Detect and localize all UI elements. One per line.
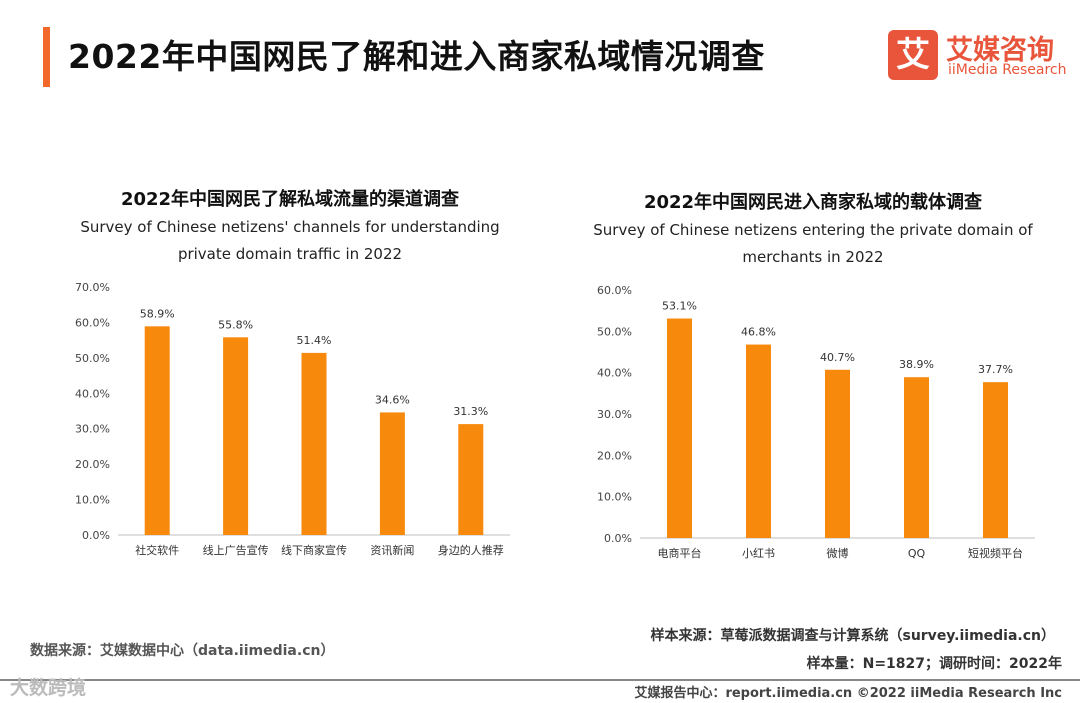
chart2-value-label: 38.9% [899, 358, 934, 371]
chart1-subtitle-line2: private domain traffic in 2022 [177, 245, 403, 263]
chart2-ytick-label: 20.0% [597, 449, 632, 462]
chart1-title: 2022年中国网民了解私域流量的渠道调查 [120, 189, 460, 210]
chart2-category-label: QQ [908, 547, 926, 560]
chart2-ytick-label: 0.0% [604, 532, 632, 545]
chart1-ytick-label: 10.0% [75, 494, 110, 507]
chart1-category-label: 线下商家宣传 [281, 543, 347, 557]
chart1-value-label: 58.9% [140, 307, 175, 320]
chart1-ytick-label: 60.0% [75, 316, 110, 329]
chart1-category-label: 线上广告宣传 [203, 543, 269, 557]
chart2-bar [983, 382, 1008, 538]
chart2-value-label: 46.8% [741, 326, 776, 339]
chart1-bar [379, 412, 405, 535]
chart1-value-label: 34.6% [375, 393, 410, 406]
chart1-subtitle-line1: Survey of Chinese netizens' channels for… [80, 218, 500, 236]
chart2-category-label: 微博 [827, 546, 849, 560]
chart2-category-label: 电商平台 [658, 546, 702, 560]
chart1-ytick-label: 70.0% [75, 281, 110, 294]
chart1-ytick-label: 20.0% [75, 458, 110, 471]
chart2-ytick-label: 30.0% [597, 408, 632, 421]
chart1-value-label: 51.4% [297, 334, 332, 347]
data-source: 数据来源：艾媒数据中心（data.iimedia.cn） [30, 643, 335, 659]
chart1-category-label: 资讯新闻 [370, 543, 414, 557]
chart1-bar [223, 337, 249, 535]
chart2-title: 2022年中国网民进入商家私域的载体调查 [643, 192, 983, 213]
chart2-subtitle-line2: merchants in 2022 [742, 248, 884, 266]
chart1-value-label: 31.3% [453, 405, 488, 418]
chart2-value-label: 37.7% [978, 363, 1013, 376]
chart2-ytick-label: 40.0% [597, 367, 632, 380]
chart1-ytick-label: 40.0% [75, 387, 110, 400]
sample-info: 样本量：N=1827；调研时间：2022年 [806, 656, 1062, 672]
chart2-value-label: 40.7% [820, 351, 855, 364]
chart2-category-label: 小红书 [742, 547, 775, 560]
watermark: 大数跨境 [10, 677, 87, 699]
chart2-category-label: 短视频平台 [968, 546, 1023, 560]
chart1-bar [301, 352, 327, 535]
chart1-bar [458, 424, 484, 535]
chart2-ytick-label: 60.0% [597, 284, 632, 297]
chart2-subtitle-line1: Survey of Chinese netizens entering the … [593, 221, 1033, 239]
brand-logo: 艾 艾媒咨询 iiMedia Research [888, 30, 1068, 82]
chart1-value-label: 55.8% [218, 318, 253, 331]
logo-name-en: iiMedia Research [948, 62, 1067, 78]
chart1-ytick-label: 30.0% [75, 423, 110, 436]
chart1-bar [144, 326, 170, 535]
title-accent-bar [43, 27, 50, 87]
chart1-ytick-label: 0.0% [82, 529, 110, 542]
chart1-ytick-label: 50.0% [75, 352, 110, 365]
chart1-category-label: 身边的人推荐 [438, 543, 504, 557]
chart2-bar [746, 344, 771, 538]
chart2-bar [667, 318, 692, 538]
chart2-bar [904, 377, 929, 538]
chart2-ytick-label: 50.0% [597, 325, 632, 338]
chart2-bar [825, 369, 850, 538]
chart2-value-label: 53.1% [662, 300, 697, 313]
chart2-ytick-label: 10.0% [597, 491, 632, 504]
chart2-subtitle: Survey of Chinese netizens entering the … [583, 217, 1043, 271]
chart1-subtitle: Survey of Chinese netizens' channels for… [60, 214, 520, 268]
page-title: 2022年中国网民了解和进入商家私域情况调查 [68, 37, 765, 76]
report-center: 艾媒报告中心：report.iimedia.cn ©2022 iiMedia R… [634, 686, 1062, 701]
footer-divider [0, 679, 1080, 681]
logo-name-cn: 艾媒咨询 [946, 35, 1054, 66]
sample-source: 样本来源：草莓派数据调查与计算系统（survey.iimedia.cn） [650, 628, 1055, 644]
logo-mark-icon: 艾 [888, 30, 938, 80]
chart1-category-label: 社交软件 [135, 543, 179, 557]
